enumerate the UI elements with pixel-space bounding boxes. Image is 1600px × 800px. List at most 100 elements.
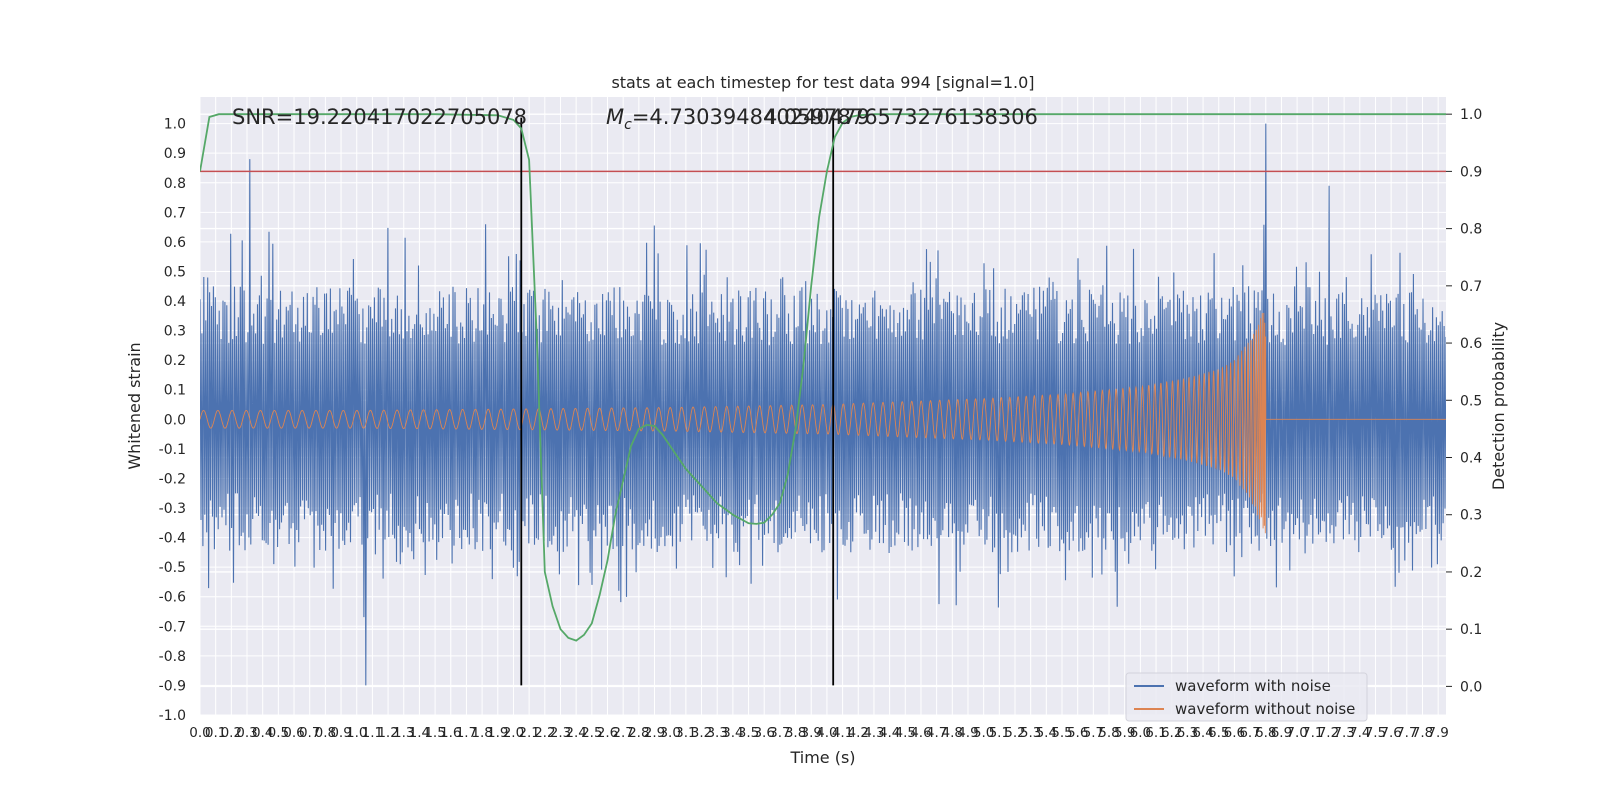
y-tick-label: 0.0 (164, 412, 186, 428)
x-tick-label: 2.9 (644, 725, 665, 741)
x-tick-label: 3.2 (691, 725, 712, 741)
x-tick-label: 1.8 (471, 725, 492, 741)
right-tick-label: 0.7 (1460, 279, 1482, 295)
x-tick-label: 6.5 (1208, 725, 1229, 741)
x-tick-label: 4.1 (832, 725, 853, 741)
x-tick-label: 7.6 (1380, 725, 1401, 741)
y-tick-label: -0.7 (159, 619, 186, 635)
y-tick-label: -0.9 (159, 678, 186, 694)
right-tick-labels: 0.0 0.1 0.2 0.3 0.4 0.5 0.6 0.7 0.8 0.9 1.0 (1460, 107, 1482, 695)
x-tick-label: 6.1 (1145, 725, 1166, 741)
x-tick-label: 6.9 (1271, 725, 1292, 741)
x-tick-label: 3.4 (722, 725, 743, 741)
x-tick-label: 4.0 (816, 725, 837, 741)
x-tick-label: 4.7 (926, 725, 947, 741)
x-tick-label: 7.0 (1286, 725, 1307, 741)
x-tick-labels: 0.00.10.20.30.40.50.60.70.80.91.01.11.21… (189, 725, 1449, 741)
x-tick-label: 3.6 (753, 725, 774, 741)
x-tick-label: 4.8 (942, 725, 963, 741)
y-tick-label: -0.1 (159, 442, 186, 458)
x-tick-label: 0.9 (330, 725, 351, 741)
x-tick-label: 7.4 (1349, 725, 1370, 741)
x-tick-label: 2.2 (534, 725, 555, 741)
x-tick-label: 2.8 (628, 725, 649, 741)
x-tick-label: 5.5 (1051, 725, 1072, 741)
y-tick-label: 1.0 (164, 117, 186, 133)
x-tick-label: 0.6 (283, 725, 304, 741)
y-tick-labels: -1.0 -0.9 -0.8 -0.7 -0.6 -0.5 -0.4 -0.3 -0.2 -0.1… (159, 117, 186, 724)
x-tick-label: 0.4 (252, 725, 273, 741)
overlap-annotation: 4.0597876573276138306 (764, 105, 1038, 129)
x-tick-label: 2.7 (612, 725, 633, 741)
x-tick-label: 2.5 (581, 725, 602, 741)
x-tick-label: 1.6 (440, 725, 461, 741)
x-tick-label: 7.8 (1412, 725, 1433, 741)
x-tick-label: 6.6 (1224, 725, 1245, 741)
x-tick-label: 5.2 (1004, 725, 1025, 741)
chirp-mass-symbol: M (606, 105, 624, 129)
right-tick-label: 0.0 (1460, 679, 1482, 695)
x-tick-label: 0.1 (205, 725, 226, 741)
x-tick-label: 0.0 (189, 725, 210, 741)
legend-label-noise: waveform with noise (1175, 677, 1331, 695)
right-tick-label: 0.6 (1460, 336, 1482, 352)
x-tick-label: 2.1 (518, 725, 539, 741)
y-tick-label: 0.4 (164, 294, 186, 310)
x-tick-label: 0.3 (236, 725, 257, 741)
x-tick-label: 4.6 (910, 725, 931, 741)
x-tick-label: 5.8 (1098, 725, 1119, 741)
y-axis-label: Whitened strain (125, 342, 144, 469)
x-tick-label: 5.0 (973, 725, 994, 741)
right-tick-label: 0.3 (1460, 508, 1482, 524)
y-tick-label: -0.5 (159, 560, 186, 576)
legend-label-clean: waveform without noise (1175, 700, 1355, 718)
x-tick-label: 3.5 (738, 725, 759, 741)
x-tick-label: 5.1 (989, 725, 1010, 741)
x-tick-label: 6.8 (1255, 725, 1276, 741)
x-tick-label: 0.5 (268, 725, 289, 741)
x-tick-label: 6.4 (1192, 725, 1213, 741)
y-tick-label: 0.2 (164, 353, 186, 369)
x-tick-label: 0.8 (315, 725, 336, 741)
y-tick-label: -0.4 (159, 531, 186, 547)
x-tick-label: 1.0 (346, 725, 367, 741)
y-tick-label: -0.3 (159, 501, 186, 517)
right-tick-label: 0.5 (1460, 393, 1482, 409)
clean-waveform-series (200, 312, 1446, 534)
x-tick-label: 5.9 (1114, 725, 1135, 741)
x-tick-label: 6.0 (1130, 725, 1151, 741)
x-tick-label: 7.7 (1396, 725, 1417, 741)
y-tick-label: -1.0 (159, 708, 186, 724)
x-tick-label: 5.3 (1020, 725, 1041, 741)
x-tick-label: 3.0 (659, 725, 680, 741)
right-tick-label: 1.0 (1460, 107, 1482, 123)
y-tick-label: 0.1 (164, 383, 186, 399)
x-tick-label: 4.3 (863, 725, 884, 741)
chart-title: stats at each timestep for test data 994… (611, 73, 1034, 92)
plot-area (200, 113, 1446, 686)
y-tick-label: 0.5 (164, 264, 186, 280)
chirp-mass-annotation: Mc=4.730394840240479 (606, 105, 870, 133)
x-tick-label: 3.3 (706, 725, 727, 741)
x-tick-label: 2.3 (550, 725, 571, 741)
right-tick-label: 0.2 (1460, 565, 1482, 581)
x-tick-label: 2.6 (597, 725, 618, 741)
x-tick-label: 1.2 (377, 725, 398, 741)
x-tick-label: 7.1 (1302, 725, 1323, 741)
x-tick-label: 7.3 (1333, 725, 1354, 741)
x-tick-label: 1.7 (456, 725, 477, 741)
y-tick-label: 0.3 (164, 324, 186, 340)
right-axis-label: Detection probability (1489, 322, 1508, 490)
right-tick-label: 0.9 (1460, 164, 1482, 180)
y-tick-label: 0.6 (164, 235, 186, 251)
noisy-waveform-series (200, 123, 1446, 686)
x-tick-label: 1.5 (424, 725, 445, 741)
x-tick-label: 4.2 (848, 725, 869, 741)
right-tick-label: 0.4 (1460, 451, 1482, 467)
x-tick-label: 7.2 (1318, 725, 1339, 741)
right-tick-label: 0.8 (1460, 222, 1482, 238)
y-tick-label: -0.6 (159, 590, 186, 606)
right-tick-label: 0.1 (1460, 622, 1482, 638)
x-tick-label: 4.9 (957, 725, 978, 741)
